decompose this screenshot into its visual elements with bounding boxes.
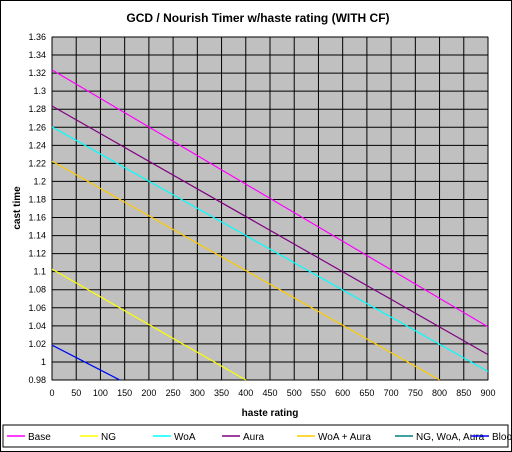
y-tick-label: 1.2 xyxy=(33,176,46,186)
y-tick-label: 1.06 xyxy=(28,303,46,313)
legend-label: WoA + Aura xyxy=(318,432,371,443)
legend-label: Bloodlust xyxy=(492,432,512,443)
chart-title: GCD / Nourish Timer w/haste rating (WITH… xyxy=(126,11,389,25)
legend-label: Aura xyxy=(243,432,265,443)
y-tick-label: 1.16 xyxy=(28,213,46,223)
series-line-4 xyxy=(51,160,440,381)
y-tick-label: 1.04 xyxy=(28,321,46,331)
x-tick-label: 150 xyxy=(117,388,132,398)
x-tick-label: 500 xyxy=(287,388,302,398)
y-tick-label: 1.08 xyxy=(28,285,46,295)
legend-label: NG xyxy=(101,432,116,443)
x-tick-label: 450 xyxy=(262,388,277,398)
x-tick-label: 300 xyxy=(190,388,205,398)
y-tick-label: 1.12 xyxy=(28,249,46,259)
legend xyxy=(2,424,509,448)
y-tick-labels: 0.98 1 1.02 1.04 1.06 1.08 1.1 1.12 1.14 1.16 1.18… xyxy=(28,32,46,385)
y-tick-label: 1.02 xyxy=(28,339,46,349)
y-tick-label: 1.24 xyxy=(28,140,46,150)
x-tick-label: 850 xyxy=(456,388,471,398)
x-tick-label: 0 xyxy=(49,388,54,398)
series-line-2 xyxy=(51,126,489,373)
x-axis-label: haste rating xyxy=(242,408,299,419)
y-tick-label: 1.36 xyxy=(28,32,46,42)
y-axis-label: cast time xyxy=(12,186,23,230)
y-tick-label: 1.18 xyxy=(28,194,46,204)
y-tick-label: 1.28 xyxy=(28,104,46,114)
legend-label: WoA xyxy=(174,432,196,443)
series-lines xyxy=(51,69,489,381)
y-tick-label: 1.34 xyxy=(28,50,46,60)
x-tick-label: 650 xyxy=(359,388,374,398)
legend-label: Base xyxy=(28,432,51,443)
x-tick-label: 800 xyxy=(432,388,447,398)
y-tick-label: 1.1 xyxy=(33,267,46,277)
x-tick-labels: 0 50 100 150 200 250 300 350 400 450 500 550 600 650 7… xyxy=(49,388,495,398)
y-tick-label: 1.22 xyxy=(28,158,46,168)
gridlines xyxy=(51,36,489,381)
x-tick-label: 700 xyxy=(384,388,399,398)
series-line-3 xyxy=(51,105,489,356)
y-tick-label: 1.32 xyxy=(28,68,46,78)
series-line-1 xyxy=(51,268,247,381)
x-tick-label: 900 xyxy=(480,388,495,398)
x-tick-label: 750 xyxy=(408,388,423,398)
series-line-0 xyxy=(51,69,489,328)
x-tick-label: 550 xyxy=(311,388,326,398)
x-tick-label: 250 xyxy=(166,388,181,398)
y-tick-label: 1.26 xyxy=(28,122,46,132)
series-line-6 xyxy=(51,344,121,381)
y-tick-label: 0.98 xyxy=(28,375,46,385)
x-tick-label: 200 xyxy=(141,388,156,398)
x-tick-label: 100 xyxy=(93,388,108,398)
x-tick-label: 50 xyxy=(71,388,81,398)
legend-items: Base NG WoA Aura WoA + Aura NG, WoA, Aura Bloo… xyxy=(7,432,512,443)
y-tick-label: 1.3 xyxy=(33,86,46,96)
x-tick-label: 400 xyxy=(238,388,253,398)
x-tick-label: 600 xyxy=(335,388,350,398)
y-tick-label: 1 xyxy=(41,357,46,367)
legend-label: NG, WoA, Aura xyxy=(416,432,485,443)
y-tick-label: 1.14 xyxy=(28,231,46,241)
x-tick-label: 350 xyxy=(214,388,229,398)
